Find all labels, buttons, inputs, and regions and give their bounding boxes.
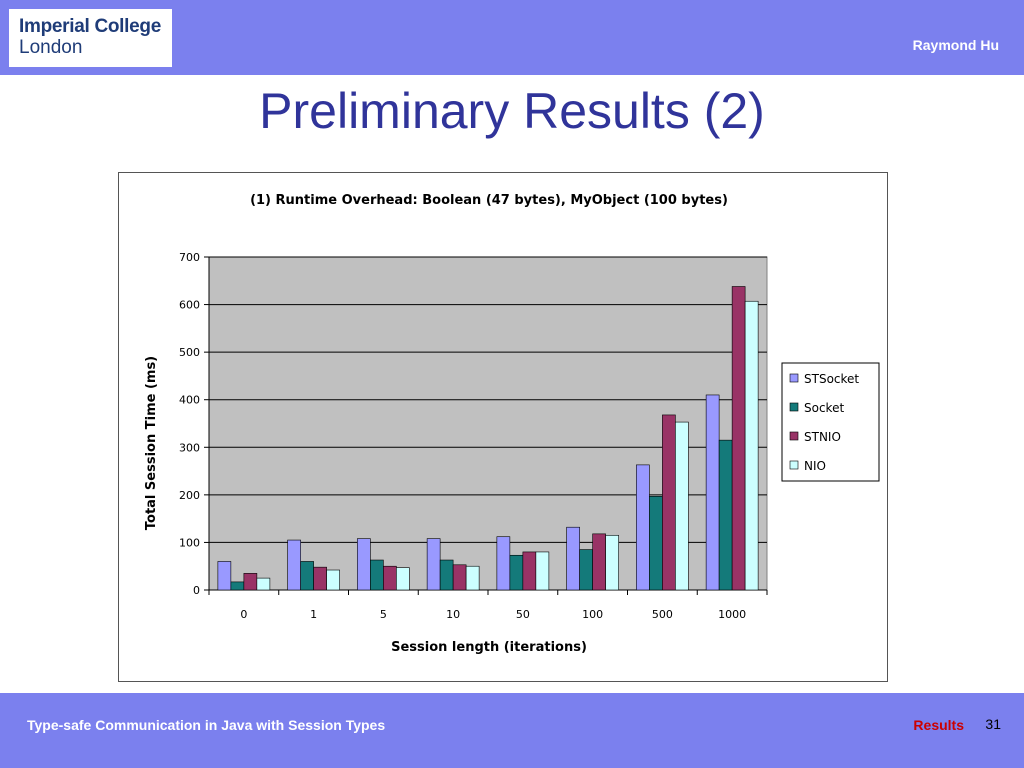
bar-stsocket-500 [636, 464, 650, 591]
legend-swatch-stnio [789, 431, 799, 441]
bar-stnio-10 [452, 564, 467, 591]
bar-stnio-1 [313, 566, 327, 591]
bar-stsocket-1 [287, 539, 301, 591]
x-tick-label: 1000 [718, 608, 746, 621]
chart-title: (1) Runtime Overhead: Boolean (47 bytes)… [250, 193, 728, 208]
y-tick-label: 0 [193, 584, 200, 597]
bar-nio-1 [326, 569, 340, 591]
bar-stnio-5 [383, 565, 397, 591]
y-tick-label: 700 [179, 251, 200, 264]
y-tick-label: 600 [179, 299, 200, 312]
author-name: Raymond Hu [912, 37, 999, 53]
bar-stsocket-50 [496, 536, 511, 591]
page-number: 31 [985, 716, 1001, 732]
y-tick-label: 500 [179, 346, 200, 359]
x-tick-label: 50 [516, 608, 530, 621]
x-tick-label: 1 [310, 608, 317, 621]
bar-nio-5 [396, 567, 410, 591]
bar-socket-1 [300, 561, 314, 591]
bar-socket-1000 [718, 439, 733, 591]
bar-stsocket-0 [217, 561, 232, 591]
x-tick-label: 100 [582, 608, 603, 621]
chart-legend: STSocket Socket STNIO NIO [781, 362, 880, 482]
bar-nio-1000 [744, 300, 759, 591]
chart-frame: (1) Runtime Overhead: Boolean (47 bytes)… [118, 172, 888, 682]
legend-label-stnio: STNIO [804, 430, 841, 444]
college-logo: Imperial College London [9, 9, 172, 67]
bar-socket-500 [649, 495, 663, 591]
bar-stsocket-10 [426, 538, 441, 591]
bar-nio-50 [535, 551, 550, 591]
slide-title: Preliminary Results (2) [259, 83, 765, 139]
bar-stnio-50 [522, 551, 537, 591]
bar-nio-0 [256, 577, 271, 591]
legend-label-socket: Socket [804, 401, 844, 415]
legend-swatch-stsocket [789, 373, 799, 383]
y-tick-label: 300 [179, 441, 200, 454]
legend-swatch-socket [789, 402, 799, 412]
bar-socket-0 [230, 581, 245, 591]
bar-stsocket-5 [357, 538, 371, 591]
legend-swatch-nio [789, 460, 799, 470]
bar-stnio-1000 [731, 286, 746, 591]
bar-chart: (1) Runtime Overhead: Boolean (47 bytes)… [144, 193, 880, 655]
bar-stnio-0 [243, 573, 258, 591]
x-tick-label: 5 [380, 608, 387, 621]
x-axis-label: Session length (iterations) [391, 640, 587, 655]
x-tick-label: 10 [446, 608, 460, 621]
bar-stsocket-1000 [705, 394, 720, 591]
y-axis-label: Total Session Time (ms) [144, 356, 159, 530]
bar-nio-500 [675, 421, 689, 591]
bar-stnio-500 [662, 414, 676, 591]
footer-section-link[interactable]: Results [913, 717, 964, 733]
bar-socket-10 [439, 559, 454, 591]
bar-socket-5 [370, 559, 384, 591]
bar-nio-10 [465, 565, 480, 591]
x-tick-label: 0 [240, 608, 247, 621]
bar-socket-100 [579, 549, 593, 591]
y-tick-label: 200 [179, 489, 200, 502]
header-bar: Imperial College London Raymond Hu [0, 0, 1024, 75]
logo-line1: Imperial College [19, 16, 161, 37]
logo-line2: London [19, 37, 83, 58]
footer-bar: Type-safe Communication in Java with Ses… [0, 693, 1024, 768]
y-tick-label: 100 [179, 536, 200, 549]
x-tick-label: 500 [652, 608, 673, 621]
legend-label-nio: NIO [804, 459, 826, 473]
footer-title: Type-safe Communication in Java with Ses… [27, 717, 386, 733]
bar-nio-100 [605, 534, 619, 591]
bar-socket-50 [509, 554, 524, 591]
bar-stnio-100 [592, 533, 606, 591]
y-tick-label: 400 [179, 394, 200, 407]
legend-label-stsocket: STSocket [804, 372, 859, 386]
bar-stsocket-100 [566, 526, 580, 591]
